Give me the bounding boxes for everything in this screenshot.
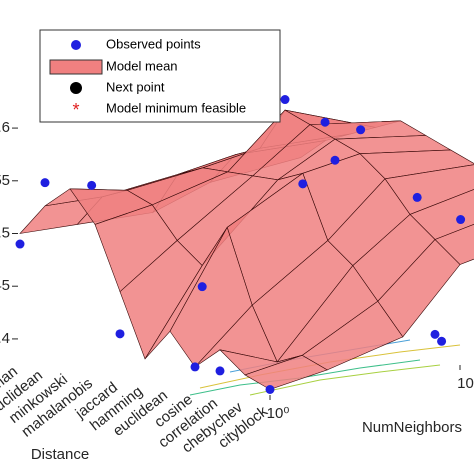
observed-point [298,179,308,189]
legend-marker [49,59,103,75]
legend-label: Model minimum feasible [106,100,246,115]
observed-point [412,192,422,202]
observed-point [197,282,207,292]
observed-point [15,239,25,249]
observed-point [320,117,330,127]
observed-point [115,329,125,339]
x-tick-label: 10⁰ [267,405,290,422]
observed-point [330,155,340,165]
observed-point [437,336,447,346]
legend-marker [70,82,82,94]
legend-marker: * [72,100,79,120]
x-tick-label: 10¹ [457,375,474,392]
observed-point [456,215,466,225]
observed-point [430,329,440,339]
observed-point [280,95,290,105]
plot: .4 45 .5 55 .6 [0,95,474,394]
observed-point [87,180,97,190]
z-tick-label: .4 [0,330,10,347]
observed-point [356,125,366,135]
z-tick-label: 45 [0,277,10,294]
contour [249,364,441,396]
observed-point [40,178,50,188]
x-axis-label: NumNeighbors [362,419,462,436]
z-tick-label: 55 [0,172,10,189]
legend-label: Observed points [106,36,201,51]
observed-point [215,366,225,376]
observed-point [265,384,275,394]
legend-label: Next point [106,79,165,94]
z-tick-label: .5 [0,224,10,241]
observed-point [190,362,200,372]
legend: Observed points Model mean Next point * … [39,29,281,123]
surface-patch [244,355,328,390]
y-axis-label: Distance [31,446,89,463]
legend-marker [71,40,81,50]
legend-label: Model mean [106,58,178,73]
z-tick-label: .6 [0,119,10,136]
